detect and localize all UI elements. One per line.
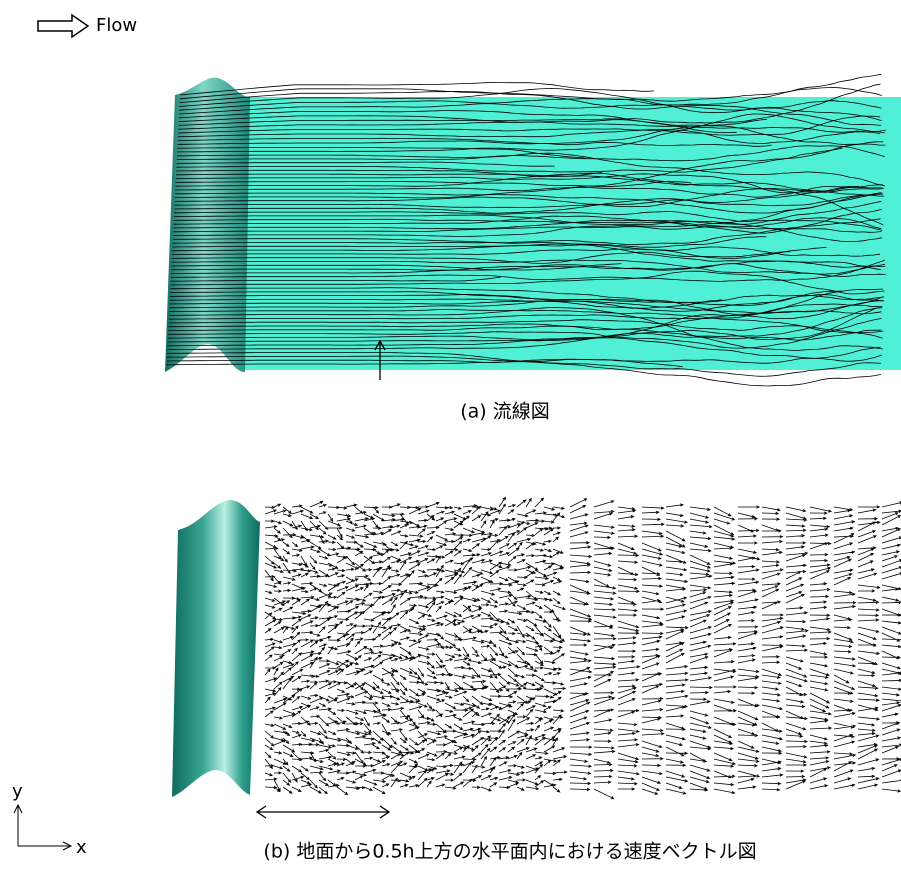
axis-y-label: y xyxy=(12,781,23,802)
caption-b: (b) 地面から0.5h上方の水平面内における速度ベクトル図 xyxy=(263,841,756,863)
vector-column xyxy=(738,506,760,789)
vector-column xyxy=(310,501,324,793)
vector-column xyxy=(553,507,567,792)
page: Flow (a) 流線図 (b) 地面から0.5h上方の水平面内における速度ベク… xyxy=(0,0,901,877)
vector-column xyxy=(810,507,831,789)
vector-column xyxy=(427,502,440,787)
figure: Flow (a) 流線図 (b) 地面から0.5h上方の水平面内における速度ベク… xyxy=(0,0,901,877)
streamline xyxy=(180,83,654,96)
vector-column xyxy=(508,505,522,788)
axis-x-label: x xyxy=(76,837,87,858)
vector-column xyxy=(472,506,486,789)
vector-column xyxy=(834,507,856,789)
vector-column xyxy=(319,504,332,793)
vector-column xyxy=(762,507,783,791)
axes-arrows xyxy=(14,805,71,850)
vector-column xyxy=(499,497,512,788)
vector-column xyxy=(570,499,592,791)
vector-column xyxy=(481,507,495,791)
vector-column xyxy=(292,505,306,792)
hill xyxy=(172,500,260,797)
vector-column xyxy=(517,500,531,790)
vector-column xyxy=(594,501,616,799)
vector-column xyxy=(364,506,378,790)
flow-arrow xyxy=(38,15,88,37)
vector-column xyxy=(490,507,503,787)
vector-column xyxy=(337,507,351,795)
caption-a: (a) 流線図 xyxy=(460,401,550,423)
vector-column xyxy=(690,507,712,791)
hill xyxy=(165,78,250,372)
vector-column xyxy=(642,507,664,795)
vector-column xyxy=(786,507,808,789)
vector-column xyxy=(283,507,296,793)
ground-plane xyxy=(240,97,901,370)
vector-column xyxy=(858,506,880,789)
vector-column xyxy=(618,507,640,790)
vector-column xyxy=(382,506,396,787)
vector-field xyxy=(265,497,901,798)
span-arrow xyxy=(257,806,389,818)
vector-column xyxy=(882,502,901,793)
vector-column xyxy=(373,507,386,794)
vector-column xyxy=(714,507,736,794)
flow-label: Flow xyxy=(96,15,137,36)
vector-column xyxy=(666,504,688,794)
